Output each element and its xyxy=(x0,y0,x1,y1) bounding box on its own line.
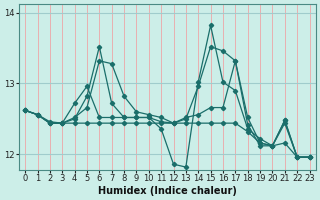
X-axis label: Humidex (Indice chaleur): Humidex (Indice chaleur) xyxy=(98,186,237,196)
